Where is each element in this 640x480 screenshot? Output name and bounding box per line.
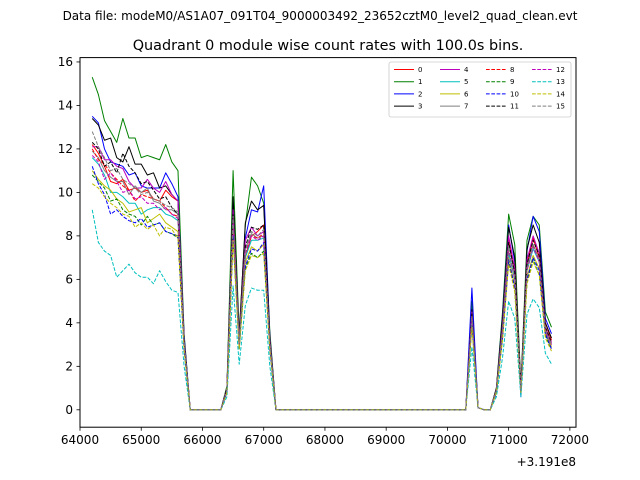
series-line-11 xyxy=(91,142,552,411)
legend-label-5: 5 xyxy=(464,78,468,86)
legend-label-8: 8 xyxy=(510,66,514,74)
y-tick-label: 10 xyxy=(58,186,73,200)
series-line-8 xyxy=(91,148,552,411)
x-offset-label: +3.191e8 xyxy=(517,455,576,469)
y-tick-label: 0 xyxy=(65,403,73,417)
legend-label-4: 4 xyxy=(464,66,469,74)
plot-area xyxy=(91,77,552,411)
y-tick-label: 8 xyxy=(65,229,73,243)
legend-label-14: 14 xyxy=(556,90,565,98)
x-axis: 64000 65000 66000 67000 68000 69000 70000 71000… xyxy=(61,427,589,447)
series-line-10 xyxy=(91,166,552,411)
legend-label-1: 1 xyxy=(418,78,422,86)
x-tick-label: 65000 xyxy=(122,433,160,447)
series-line-14 xyxy=(91,183,552,411)
legend-label-2: 2 xyxy=(418,90,422,98)
legend-label-15: 15 xyxy=(556,103,565,111)
y-tick-label: 16 xyxy=(58,55,73,69)
legend-label-0: 0 xyxy=(418,66,422,74)
x-tick-label: 68000 xyxy=(306,433,344,447)
legend-label-7: 7 xyxy=(464,103,468,111)
x-tick-label: 69000 xyxy=(367,433,405,447)
series-line-3 xyxy=(91,118,552,411)
series-line-9 xyxy=(91,174,552,411)
figure-suptitle: Data file: modeM0/AS1A07_091T04_90000034… xyxy=(63,9,578,23)
legend-label-6: 6 xyxy=(464,90,469,98)
series-line-4 xyxy=(92,146,552,411)
y-tick-label: 14 xyxy=(58,99,73,113)
y-tick-label: 6 xyxy=(65,273,73,287)
series-line-1 xyxy=(91,77,552,411)
legend-label-9: 9 xyxy=(510,78,514,86)
series-line-15 xyxy=(91,131,552,411)
chart-title: Quadrant 0 module wise count rates with … xyxy=(133,38,524,54)
legend-label-10: 10 xyxy=(510,90,519,98)
legend-label-13: 13 xyxy=(556,78,565,86)
x-tick-label: 64000 xyxy=(61,433,99,447)
x-tick-label: 70000 xyxy=(428,433,466,447)
x-tick-label: 72000 xyxy=(551,433,589,447)
y-tick-label: 4 xyxy=(65,316,73,330)
y-tick-label: 2 xyxy=(65,360,73,374)
series-line-12 xyxy=(91,155,552,411)
y-tick-label: 12 xyxy=(58,142,73,156)
series-line-6 xyxy=(91,170,552,411)
plot-frame xyxy=(79,57,577,428)
series-line-2 xyxy=(91,115,552,411)
legend-label-11: 11 xyxy=(510,103,519,111)
x-tick-label: 71000 xyxy=(490,433,528,447)
series-line-13 xyxy=(91,209,552,411)
legend-label-12: 12 xyxy=(556,66,565,74)
y-axis: 0 2 4 6 8 10 12 14 16 xyxy=(58,55,80,417)
legend-label-3: 3 xyxy=(418,103,422,111)
legend-box xyxy=(388,61,572,118)
x-tick-label: 67000 xyxy=(245,433,283,447)
series-line-5 xyxy=(91,157,552,411)
x-tick-label: 66000 xyxy=(183,433,221,447)
